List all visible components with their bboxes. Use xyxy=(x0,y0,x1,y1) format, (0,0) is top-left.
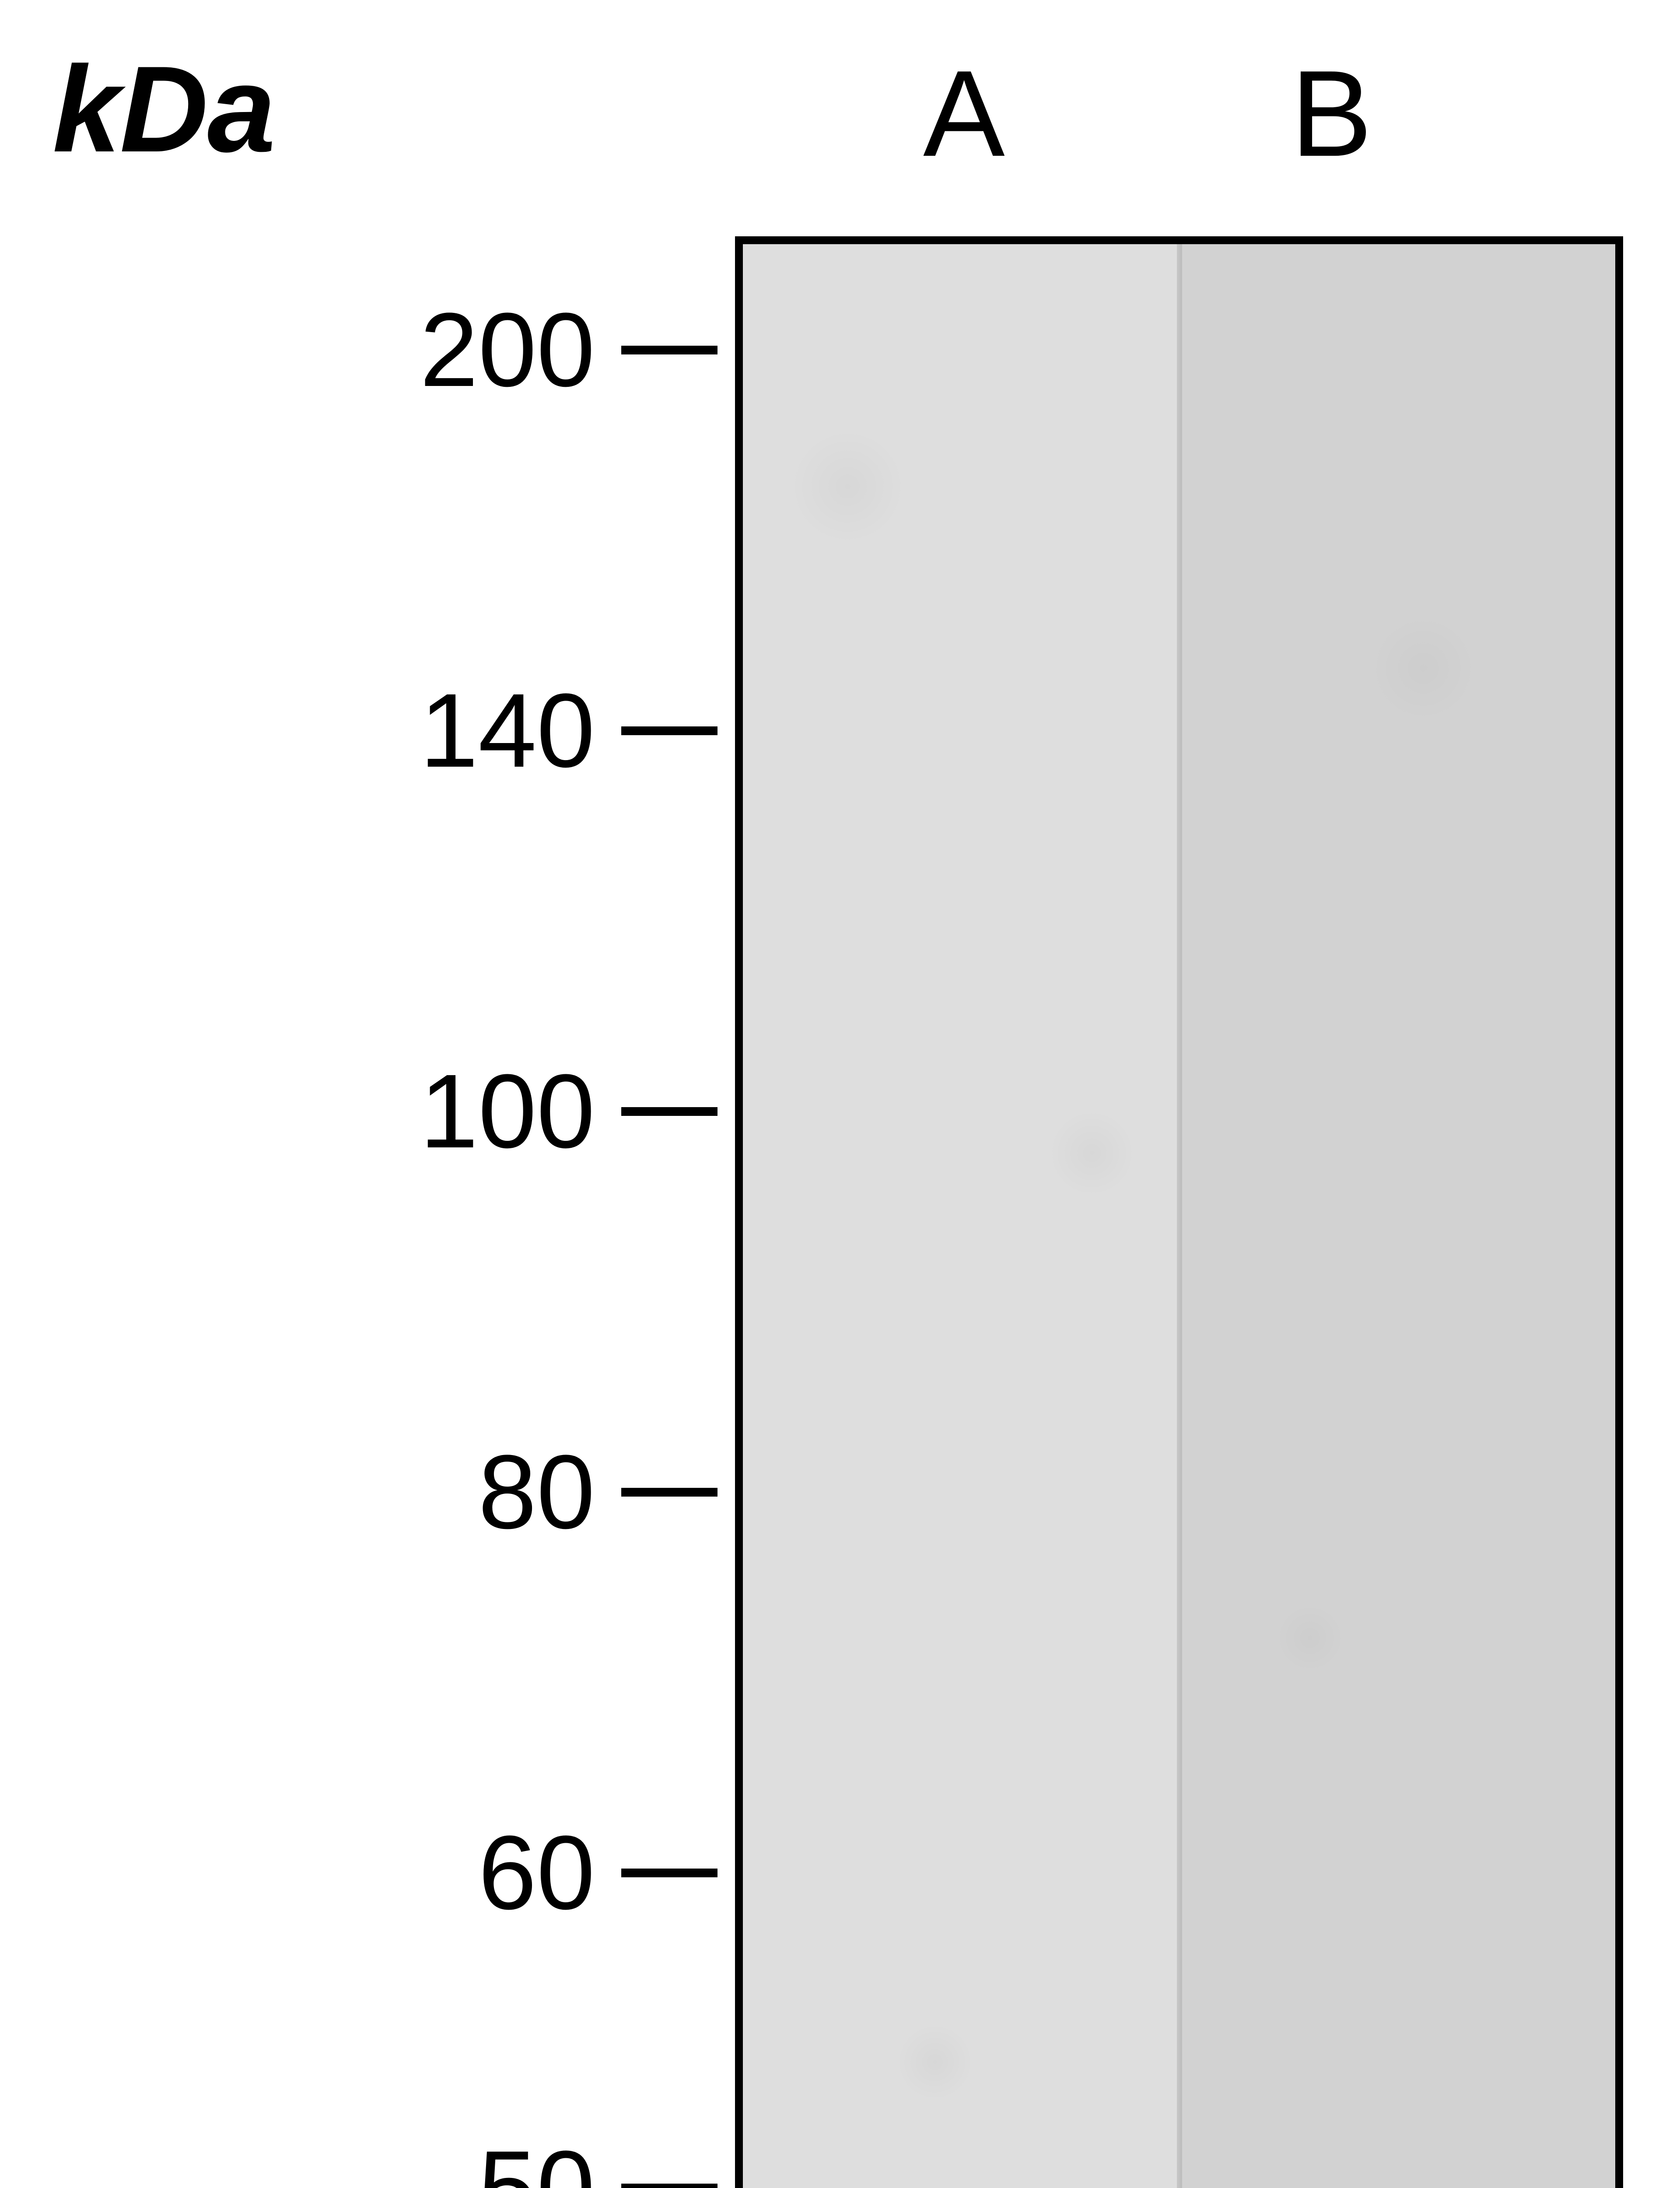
tick-label-200: 200 xyxy=(0,289,595,410)
tick-mark-50 xyxy=(621,2184,718,2188)
lane-label-b: B xyxy=(1291,44,1372,184)
lane-label-a: A xyxy=(923,44,1005,184)
tick-mark-100 xyxy=(621,1107,718,1116)
tick-mark-80 xyxy=(621,1488,718,1497)
tick-label-80: 80 xyxy=(0,1431,595,1552)
tick-mark-140 xyxy=(621,726,718,735)
tick-label-140: 140 xyxy=(0,670,595,791)
figure-container: kDa A B 200 140 100 80 60 50 40 30 20 xyxy=(0,0,1680,2188)
tick-label-60: 60 xyxy=(0,1812,595,1933)
lane-divider xyxy=(1177,244,1182,2188)
tick-label-100: 100 xyxy=(0,1051,595,1171)
tick-mark-200 xyxy=(621,346,718,354)
kda-axis-label: kDa xyxy=(52,39,275,180)
tick-mark-60 xyxy=(621,1869,718,1877)
tick-label-50: 50 xyxy=(0,2127,595,2188)
